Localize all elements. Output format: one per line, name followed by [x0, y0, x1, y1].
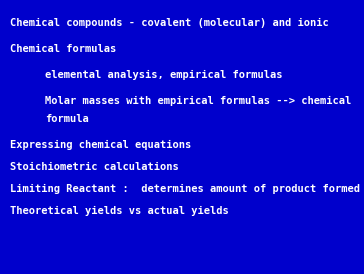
Text: Chemical compounds - covalent (molecular) and ionic: Chemical compounds - covalent (molecular…	[10, 18, 329, 28]
Text: Chemical formulas: Chemical formulas	[10, 44, 116, 54]
Text: Theoretical yields vs actual yields: Theoretical yields vs actual yields	[10, 206, 229, 216]
Text: Molar masses with empirical formulas --> chemical: Molar masses with empirical formulas -->…	[45, 96, 351, 106]
Text: elemental analysis, empirical formulas: elemental analysis, empirical formulas	[45, 70, 282, 80]
Text: Expressing chemical equations: Expressing chemical equations	[10, 140, 191, 150]
Text: Limiting Reactant :  determines amount of product formed: Limiting Reactant : determines amount of…	[10, 184, 360, 194]
Text: formula: formula	[45, 114, 89, 124]
Text: Stoichiometric calculations: Stoichiometric calculations	[10, 162, 179, 172]
